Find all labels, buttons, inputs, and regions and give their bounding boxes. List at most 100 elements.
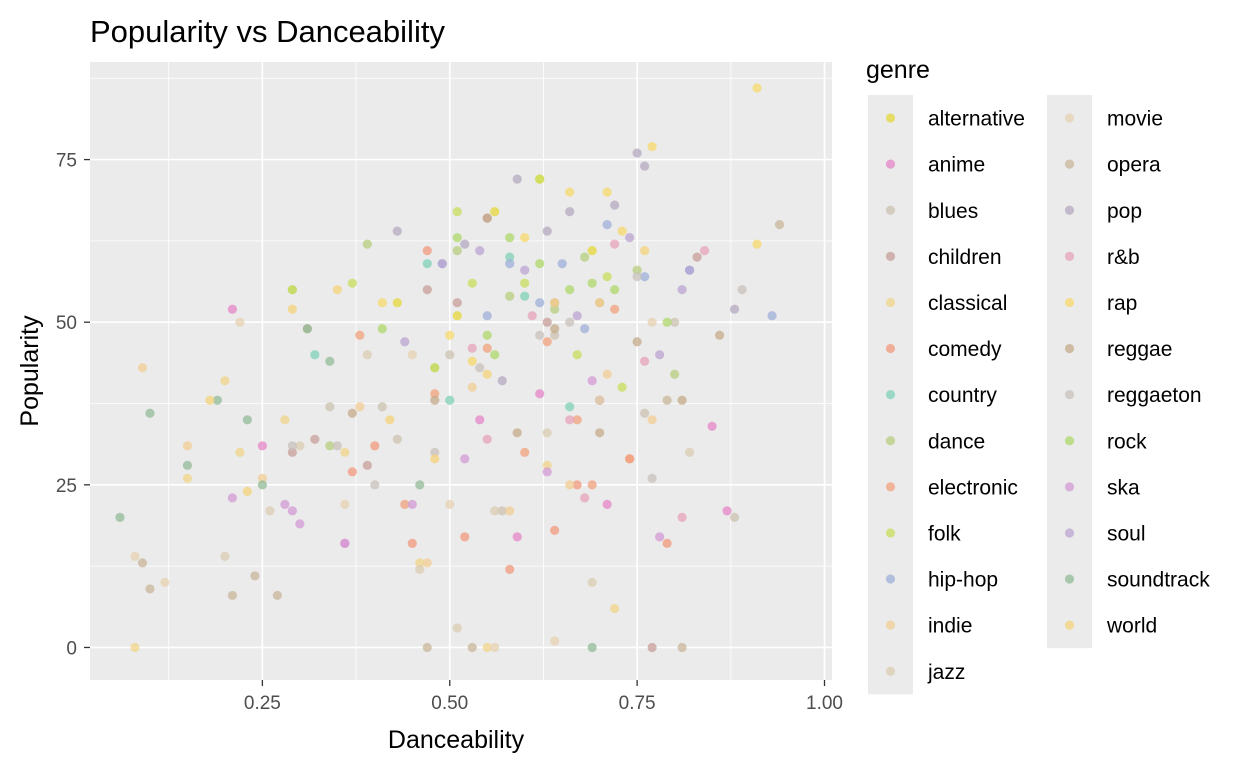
- data-point: [370, 480, 380, 490]
- data-point: [729, 304, 740, 314]
- data-point: [115, 512, 125, 522]
- data-point: [565, 187, 575, 197]
- data-point: [145, 408, 155, 418]
- data-point: [655, 350, 665, 360]
- data-point: [640, 272, 650, 282]
- data-point: [662, 317, 672, 327]
- data-point: [452, 207, 462, 217]
- data-point: [625, 233, 635, 243]
- data-point: [662, 538, 672, 548]
- data-point: [452, 246, 462, 256]
- data-point: [550, 636, 560, 646]
- data-point: [280, 415, 290, 425]
- data-point: [625, 454, 635, 464]
- data-point: [242, 486, 252, 496]
- series-folk: [287, 174, 627, 392]
- data-point: [610, 603, 620, 614]
- data-point: [347, 408, 357, 418]
- data-point: [542, 226, 552, 236]
- data-point: [377, 324, 387, 334]
- legend-key: [885, 620, 896, 630]
- series-soundtrack: [115, 324, 597, 653]
- legend-label: reggaeton: [1107, 384, 1202, 407]
- data-point: [490, 350, 500, 360]
- series-rock: [377, 233, 672, 360]
- legend-label: soul: [1107, 522, 1146, 545]
- data-point: [505, 506, 515, 516]
- data-point: [295, 519, 305, 529]
- series-soul: [400, 233, 687, 360]
- data-point: [145, 584, 155, 594]
- data-point: [647, 642, 657, 653]
- y-tick-label: 0: [66, 638, 77, 659]
- data-point: [610, 239, 620, 249]
- data-point: [137, 363, 148, 373]
- data-point: [587, 577, 597, 588]
- data-point: [422, 246, 432, 256]
- legend-label: blues: [928, 200, 978, 223]
- data-point: [580, 252, 590, 262]
- data-point: [287, 285, 297, 295]
- legend-key: [1064, 251, 1075, 261]
- data-point: [415, 564, 425, 575]
- legend-label: rock: [1107, 430, 1147, 453]
- y-axis-title: Popularity: [16, 315, 44, 427]
- data-point: [550, 298, 560, 308]
- legend-item: soundtrack: [1064, 569, 1210, 592]
- data-point: [422, 259, 432, 269]
- legend-key: [885, 666, 896, 676]
- series-r-b: [467, 239, 710, 522]
- data-point: [482, 330, 492, 340]
- data-point: [670, 369, 680, 379]
- legend-item: soul: [1064, 522, 1146, 545]
- legend-label: folk: [928, 522, 961, 545]
- data-point: [227, 590, 238, 601]
- data-point: [520, 278, 530, 288]
- data-point: [602, 187, 612, 197]
- legend-key: [1064, 436, 1075, 446]
- legend-key: [885, 113, 896, 123]
- data-point: [325, 356, 335, 366]
- legend-key: [885, 297, 896, 308]
- data-point: [445, 499, 455, 509]
- data-point: [355, 402, 365, 412]
- legend-item: movie: [1064, 108, 1163, 131]
- series-reggaeton: [287, 272, 747, 490]
- legend-item: blues: [885, 200, 978, 223]
- data-point: [542, 428, 552, 438]
- legend-label: pop: [1107, 200, 1142, 223]
- data-point: [392, 298, 402, 308]
- data-point: [227, 493, 238, 503]
- data-point: [505, 252, 515, 262]
- data-point: [325, 441, 335, 451]
- data-point: [632, 265, 642, 275]
- data-point: [520, 291, 530, 301]
- data-point: [565, 480, 575, 490]
- data-point: [572, 350, 582, 360]
- data-point: [325, 402, 335, 412]
- legend-item: alternative: [885, 108, 1025, 131]
- legend-item: folk: [885, 522, 961, 545]
- legend-key-background: [1047, 95, 1092, 649]
- data-point: [182, 460, 193, 470]
- data-point: [257, 480, 267, 490]
- data-point: [482, 343, 492, 353]
- data-point: [362, 350, 372, 360]
- legend-title: genre: [866, 56, 930, 84]
- data-point: [392, 434, 402, 444]
- data-point: [505, 259, 515, 269]
- data-point: [235, 447, 245, 457]
- legend-item: reggaeton: [1064, 384, 1202, 407]
- data-point: [430, 447, 440, 457]
- legend-item: r&b: [1064, 246, 1140, 269]
- legend-item: hip-hop: [885, 569, 998, 592]
- legend-key: [1064, 482, 1075, 492]
- data-point: [587, 376, 597, 386]
- series-classical: [130, 376, 620, 653]
- data-point: [677, 642, 687, 653]
- data-point: [565, 285, 575, 295]
- data-point: [452, 623, 462, 633]
- data-point: [257, 473, 267, 483]
- legend-item: anime: [885, 154, 985, 177]
- data-point: [610, 304, 620, 314]
